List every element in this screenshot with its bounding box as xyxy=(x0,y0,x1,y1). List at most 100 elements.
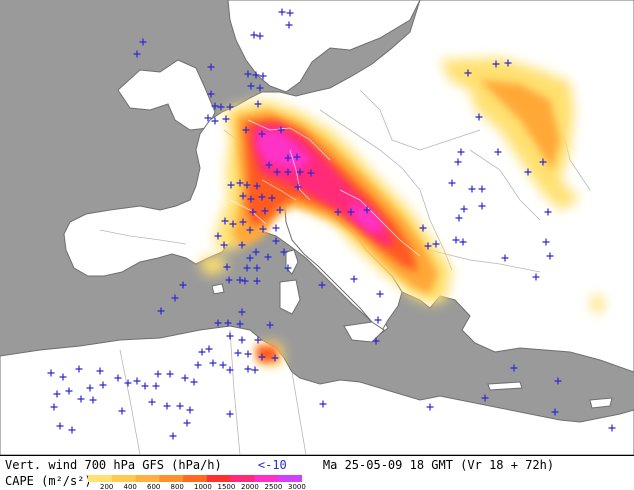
plus-icon xyxy=(256,84,264,92)
land-north-africa xyxy=(0,325,634,455)
plus-icon xyxy=(226,410,234,418)
cape-scale-label: 800 xyxy=(170,483,184,490)
plus-icon xyxy=(464,69,472,77)
plus-icon xyxy=(478,185,486,193)
plus-icon xyxy=(253,182,261,190)
cape-color-scale xyxy=(88,475,302,482)
plus-icon xyxy=(171,294,179,302)
plus-icon xyxy=(318,281,326,289)
caption-cape-label: CAPE (m²/s²) xyxy=(5,474,92,488)
plus-icon xyxy=(376,290,384,298)
land-scandinavia xyxy=(227,0,421,93)
plus-icon xyxy=(53,390,61,398)
plus-icon xyxy=(294,183,302,191)
land-sicily xyxy=(343,321,385,343)
plus-icon xyxy=(114,374,122,382)
plus-icon xyxy=(285,21,293,29)
plus-icon xyxy=(334,208,342,216)
plus-icon xyxy=(276,206,284,214)
plus-icon xyxy=(194,361,202,369)
plus-icon xyxy=(475,113,483,121)
plus-icon xyxy=(284,264,292,272)
plus-icon xyxy=(229,220,237,228)
plus-icon xyxy=(198,348,206,356)
plus-icon xyxy=(238,241,246,249)
plus-icon xyxy=(544,208,552,216)
plus-icon xyxy=(205,345,213,353)
coastline-overlay xyxy=(229,119,421,257)
vertical-wind-markers xyxy=(47,8,616,440)
plus-icon xyxy=(459,238,467,246)
plus-icon xyxy=(163,402,171,410)
plus-icon xyxy=(152,382,160,390)
plus-icon xyxy=(494,148,502,156)
plus-icon xyxy=(253,277,261,285)
plus-icon xyxy=(217,103,225,111)
plus-icon xyxy=(478,202,486,210)
plus-icon xyxy=(252,71,260,79)
plus-icon xyxy=(133,50,141,58)
plus-icon xyxy=(293,153,301,161)
caption-row-cape: CAPE (m²/s²) xyxy=(5,474,92,488)
plus-icon xyxy=(236,179,244,187)
cape-scale-label: 200 xyxy=(100,483,114,490)
plus-icon xyxy=(50,403,58,411)
plus-icon xyxy=(169,432,177,440)
plus-icon xyxy=(204,114,212,122)
land-cyprus xyxy=(589,397,613,409)
plus-icon xyxy=(481,394,489,402)
plus-icon xyxy=(148,398,156,406)
cape-scale-swatch xyxy=(111,475,137,482)
plus-icon xyxy=(166,370,174,378)
plus-icon xyxy=(432,240,440,248)
plus-icon xyxy=(227,181,235,189)
plus-icon xyxy=(247,82,255,90)
plus-icon xyxy=(460,205,468,213)
plus-icon xyxy=(244,365,252,373)
plus-icon xyxy=(350,275,358,283)
plus-icon xyxy=(286,9,294,17)
cape-scale-swatch xyxy=(278,475,302,482)
plus-icon xyxy=(265,161,273,169)
plus-icon xyxy=(181,374,189,382)
plus-icon xyxy=(211,102,219,110)
plus-icon xyxy=(246,226,254,234)
plus-icon xyxy=(118,407,126,415)
plus-icon xyxy=(220,241,228,249)
plus-icon xyxy=(258,193,266,201)
plus-icon xyxy=(258,353,266,361)
plus-icon xyxy=(186,406,194,414)
cape-scale-swatch xyxy=(135,475,160,482)
europe-weather-map xyxy=(0,0,634,455)
plus-icon xyxy=(551,408,559,416)
map-caption: Vert. wind 700 hPa GFS (hPa/h) <-10 Ma 2… xyxy=(0,455,634,490)
plus-icon xyxy=(347,208,355,216)
plus-icon xyxy=(176,402,184,410)
plus-icon xyxy=(452,236,460,244)
plus-icon xyxy=(154,370,162,378)
plus-icon xyxy=(278,8,286,16)
plus-icon xyxy=(501,254,509,262)
plus-icon xyxy=(157,307,165,315)
cape-scale-swatch xyxy=(183,475,208,482)
plus-icon xyxy=(284,168,292,176)
plus-icon xyxy=(258,130,266,138)
plus-icon xyxy=(426,403,434,411)
plus-icon xyxy=(59,373,67,381)
plus-icon xyxy=(608,424,616,432)
plus-icon xyxy=(272,237,280,245)
plus-icon xyxy=(243,264,251,272)
plus-icon xyxy=(133,377,141,385)
plus-icon xyxy=(277,126,285,134)
plus-icon xyxy=(546,252,554,260)
cape-scale-label: 1500 xyxy=(217,483,236,490)
plus-icon xyxy=(271,354,279,362)
cape-scale-swatch xyxy=(88,475,113,482)
land-crete xyxy=(487,381,523,391)
plus-icon xyxy=(284,154,292,162)
plus-icon xyxy=(207,90,215,98)
plus-icon xyxy=(224,319,232,327)
plus-icon xyxy=(374,316,382,324)
plus-icon xyxy=(239,218,247,226)
